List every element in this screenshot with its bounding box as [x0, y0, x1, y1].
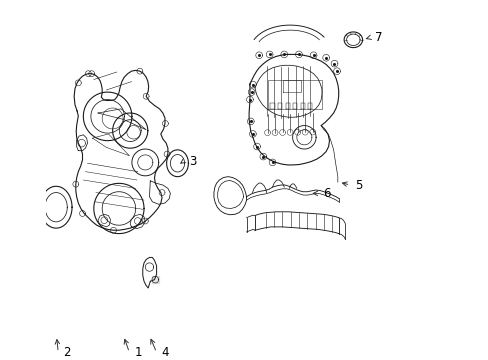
Text: 3: 3 — [188, 155, 196, 168]
Text: 6: 6 — [322, 187, 329, 200]
Text: 4: 4 — [162, 346, 169, 359]
Text: 2: 2 — [63, 346, 71, 359]
Text: 1: 1 — [134, 346, 142, 359]
Text: 7: 7 — [374, 31, 382, 44]
Text: 5: 5 — [355, 179, 362, 192]
